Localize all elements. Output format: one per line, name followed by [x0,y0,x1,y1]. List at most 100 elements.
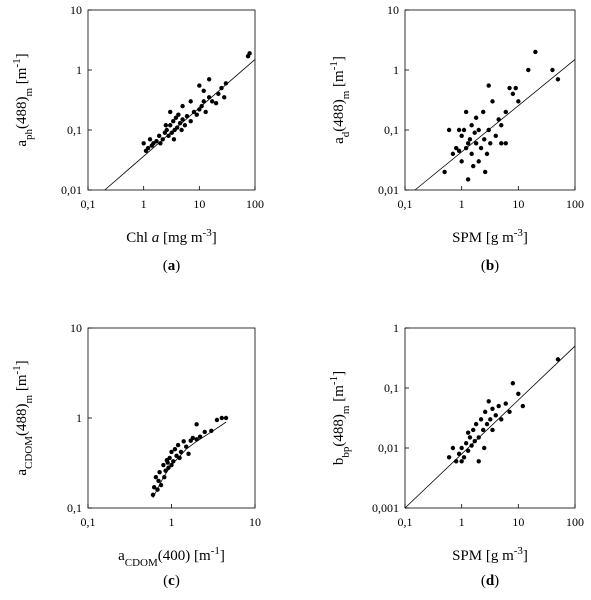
data-point [472,130,477,135]
data-point [171,119,176,124]
label-part: b [486,258,494,274]
data-point [188,119,193,124]
data-point [176,112,181,117]
label-part: a [152,230,160,246]
data-point [209,428,214,434]
label-part: b [331,458,347,466]
data-point [172,447,178,452]
data-point [482,169,488,175]
plot-frame [404,327,576,509]
y-tick-label: 0,1 [67,501,82,515]
data-point [465,141,471,146]
data-point [191,109,197,115]
data-point [182,123,188,128]
x-tick-label: 10 [512,515,524,529]
data-point [442,169,447,175]
label-part: ] [331,371,347,376]
data-point [161,462,166,468]
data-point [484,151,490,157]
data-point [202,429,207,435]
label-part: (488) [14,96,30,129]
data-point [459,459,464,464]
label-part: -3 [203,227,213,239]
x-tick-label: 100 [246,197,264,211]
data-point [163,468,168,473]
data-point [453,145,459,151]
label-part: ph [23,128,35,140]
data-point [177,455,182,461]
label-part: ( [163,573,168,589]
data-point [490,99,495,104]
data-point [496,117,501,122]
label-part: ] [523,230,528,246]
data-point [459,133,464,139]
data-point [209,99,215,104]
data-point [145,145,151,151]
data-point [157,469,162,475]
fit-line [152,421,227,498]
label-part: CDOM [125,557,158,569]
x-tick-label: 10 [249,515,261,529]
data-point [516,99,521,104]
data-point [467,137,473,142]
data-point [461,127,467,133]
data-point [450,151,456,157]
data-point [476,435,481,440]
data-point [166,465,171,470]
data-point [179,127,184,133]
y-tick-label: 0,01 [378,183,399,197]
label-part: -3 [514,227,524,239]
y-axis-label: aCDOM(488)m [m-1] [11,360,35,475]
data-point [526,67,531,73]
label-part: ] [212,230,217,246]
data-point [493,133,498,139]
data-point [206,77,212,82]
data-point [184,444,189,449]
data-point [216,91,221,97]
data-point [516,391,521,397]
data-point [194,112,199,117]
data-point [169,462,174,468]
data-point [465,430,471,435]
label-part: CDOM [23,436,35,469]
data-point [478,417,484,422]
data-point [223,81,229,86]
data-point [488,417,493,422]
label-part: [m [14,67,30,88]
data-point [555,357,561,362]
data-point [520,403,526,409]
data-point [507,85,512,91]
x-axis-label: aCDOM(400) [m-1] [118,545,225,569]
data-point [188,99,193,104]
y-tick-label: 0,1 [384,381,399,395]
label-part: c [168,573,175,589]
data-point [174,125,180,130]
label-part: m [23,87,35,96]
data-point [197,83,202,88]
data-point [456,148,462,154]
data-point [446,127,452,133]
x-axis-label: Chl a [mg m-3] [126,227,216,246]
plot-frame [87,9,256,191]
x-tick-label: 1 [169,515,175,529]
data-point [147,137,153,142]
data-point [507,409,512,415]
data-point [473,421,479,427]
panel-caption: (a) [163,258,181,274]
data-point [171,137,177,142]
label-part: m [340,405,352,414]
data-point [471,427,476,433]
label-part: ) [494,258,499,274]
data-point [219,415,224,421]
x-tick-label: 1 [141,197,147,211]
fit-line [404,345,576,509]
label-part: [m [14,374,30,395]
label-part: -1 [11,365,23,374]
label-part: ) [175,573,180,589]
data-point [453,459,459,464]
label-part: ) [494,573,499,589]
x-tick-label: 10 [512,197,524,211]
data-point [194,437,199,442]
label-part: d [486,573,495,589]
